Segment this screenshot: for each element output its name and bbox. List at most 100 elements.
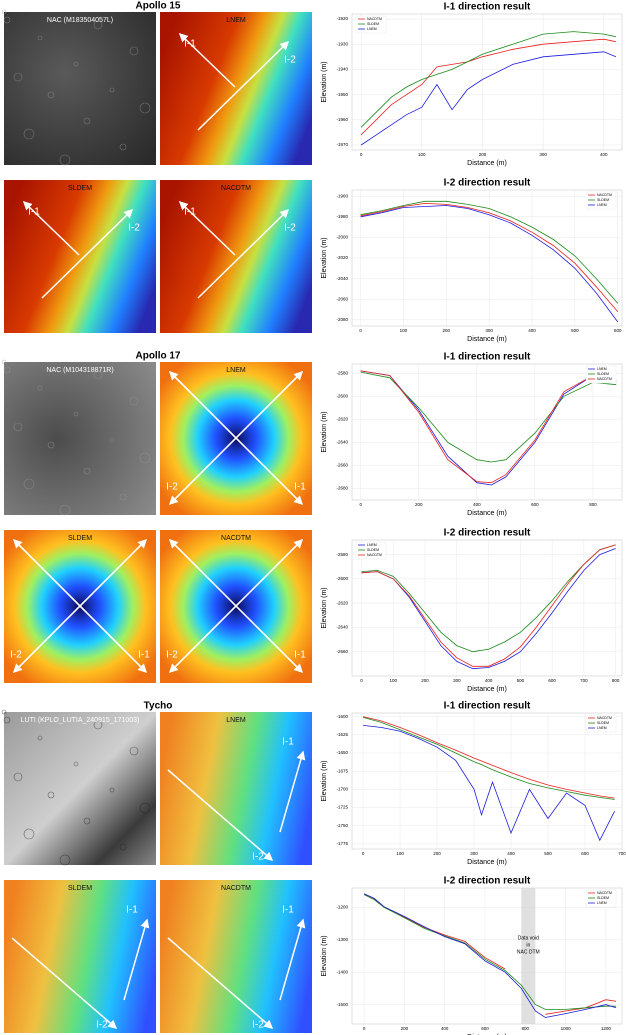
series-line xyxy=(363,893,617,1018)
y-tick-label: -1920 xyxy=(336,16,348,21)
series-line xyxy=(360,31,616,128)
profile-label: I-2 xyxy=(252,1020,264,1031)
crater xyxy=(23,128,35,140)
series-line xyxy=(360,51,617,146)
panel-image xyxy=(160,712,312,865)
x-axis-label: Distance (m) xyxy=(467,510,507,517)
profile-label: I-1 xyxy=(294,482,306,493)
chart-title: I-1 direction result xyxy=(444,2,531,13)
y-tick-label: -1960 xyxy=(336,117,348,122)
profile-label: I-2 xyxy=(284,223,296,234)
crater xyxy=(13,422,23,432)
y-tick-label: -2640 xyxy=(336,440,348,445)
y-axis-label: Elevation (m) xyxy=(321,935,328,976)
y-tick-label: -2600 xyxy=(336,576,348,581)
image-panel: I-1 I-2 SLDEM xyxy=(4,180,156,333)
profile-line xyxy=(167,937,274,1029)
panel-label: NACDTM xyxy=(221,185,251,192)
profile-line xyxy=(197,40,290,131)
x-tick-label: 500 xyxy=(517,678,525,683)
panel-image xyxy=(4,180,156,333)
profile-line xyxy=(169,370,304,505)
image-panel: I-2 I-1 SLDEM xyxy=(4,880,156,1033)
y-tick-label: -2080 xyxy=(336,317,348,322)
panel-image xyxy=(160,880,312,1033)
crater xyxy=(119,493,127,501)
series-line xyxy=(360,370,617,484)
legend-label: LNEM xyxy=(597,726,607,730)
panel-image xyxy=(4,362,156,515)
x-tick-label: 0 xyxy=(362,851,365,856)
x-axis-label: Distance (m) xyxy=(467,336,507,343)
profile-label: I-2 xyxy=(252,852,264,863)
y-tick-label: -2580 xyxy=(336,370,348,375)
series-line xyxy=(360,202,619,312)
y-tick-label: -2040 xyxy=(336,276,348,281)
series-line xyxy=(360,371,617,463)
y-tick-label: -1960 xyxy=(336,193,348,198)
crater xyxy=(59,504,71,516)
crater xyxy=(23,828,35,840)
y-tick-label: -2060 xyxy=(336,296,348,301)
plot-area xyxy=(351,539,623,677)
panel-label: NACDTM xyxy=(221,535,251,542)
x-tick-label: 200 xyxy=(421,678,429,683)
y-tick-label: -1675 xyxy=(336,768,348,773)
profile-label: I-2 xyxy=(166,650,178,661)
chart-title: I-1 direction result xyxy=(444,701,531,712)
x-tick-label: 200 xyxy=(479,152,487,157)
panel-label: NAC (M104318871R) xyxy=(46,367,113,374)
y-tick-label: -2600 xyxy=(336,393,348,398)
y-tick-label: -2660 xyxy=(336,649,348,654)
annotation: Data void xyxy=(518,935,539,941)
section-title: Tycho xyxy=(144,701,173,712)
image-panel: I-1 I-2 SLDEM xyxy=(4,530,156,683)
crater xyxy=(73,761,79,767)
x-tick-label: 100 xyxy=(390,678,398,683)
y-axis-label: Elevation (m) xyxy=(321,587,328,628)
plot-area xyxy=(351,887,623,1025)
image-panel: I-1 I-2 NACDTM xyxy=(160,530,312,683)
series-line xyxy=(360,370,617,486)
x-tick-label: 500 xyxy=(544,851,552,856)
crater xyxy=(129,46,139,56)
legend-label: LNEM xyxy=(367,27,377,31)
panel-image xyxy=(4,880,156,1033)
chart-title: I-2 direction result xyxy=(444,876,531,887)
x-tick-label: 400 xyxy=(485,678,493,683)
x-tick-label: 100 xyxy=(400,328,408,333)
crater xyxy=(3,366,11,374)
crater xyxy=(47,791,55,799)
x-tick-label: 200 xyxy=(433,851,441,856)
y-tick-label: -1940 xyxy=(336,67,348,72)
crater xyxy=(59,154,71,166)
x-tick-label: 0 xyxy=(360,678,363,683)
chart-title: I-1 direction result xyxy=(444,352,531,363)
y-tick-label: -1500 xyxy=(336,1002,348,1007)
x-tick-label: 800 xyxy=(522,1026,530,1031)
x-axis-label: Distance (m) xyxy=(467,160,507,167)
crater xyxy=(119,843,127,851)
panel-label: LUTI (KPLO_LUTIA_240915_171003) xyxy=(21,717,140,724)
image-panel: NAC (M104318871R) xyxy=(1,359,156,516)
y-tick-label: -2620 xyxy=(336,417,348,422)
y-tick-label: -1625 xyxy=(336,732,348,737)
profile-label: I-2 xyxy=(128,223,140,234)
panel-label: SLDEM xyxy=(68,535,92,542)
crater xyxy=(1,359,7,365)
profile-label: I-2 xyxy=(10,650,22,661)
panel-image xyxy=(4,712,156,865)
panel-label: LNEM xyxy=(226,17,246,24)
panel-label: SLDEM xyxy=(68,885,92,892)
profile-label: I-1 xyxy=(184,39,196,50)
crater xyxy=(73,411,79,417)
crater xyxy=(47,91,55,99)
profile-line xyxy=(41,208,134,299)
legend-label: NACDTM xyxy=(597,716,612,720)
x-tick-label: 700 xyxy=(580,678,588,683)
profile-line xyxy=(13,538,148,673)
crater xyxy=(1,9,7,15)
crater xyxy=(83,817,91,825)
legend-label: SLDEM xyxy=(597,721,609,725)
